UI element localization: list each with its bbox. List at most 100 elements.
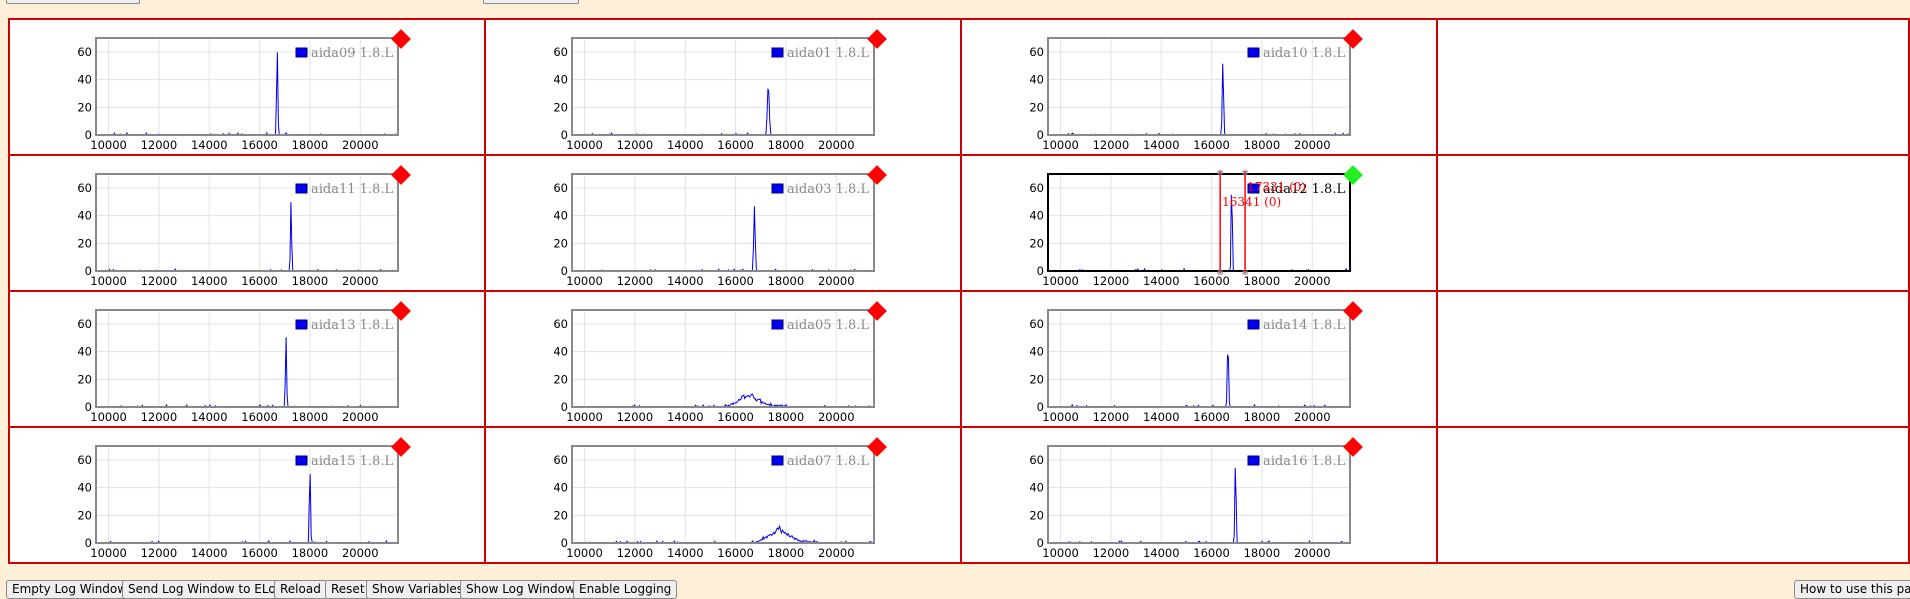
x-tick-label: 14000 <box>1143 138 1180 152</box>
plot-area <box>572 446 874 543</box>
x-tick-label: 20000 <box>342 274 379 288</box>
plot-frame <box>95 173 399 272</box>
spectrum-chart[interactable]: 10000 12000 14000 16000 18000 20000 0 20 40 60 aid… <box>962 292 1438 428</box>
cursor-marker-handle-bottom[interactable] <box>1242 270 1248 275</box>
x-tick-label: 12000 <box>1093 546 1130 560</box>
y-tick-label: 60 <box>553 317 568 331</box>
enable-logging-button[interactable]: Enable Logging <box>573 580 678 599</box>
x-tick-label: 10000 <box>566 410 603 424</box>
x-tick-label: 18000 <box>1244 274 1281 288</box>
x-tick-label: 12000 <box>617 138 654 152</box>
x-tick-label: 12000 <box>141 138 178 152</box>
spectrum-chart[interactable]: 10000 12000 14000 16000 18000 20000 0 20 40 60 aid… <box>486 156 962 292</box>
spectrum-chart[interactable]: 10000 12000 14000 16000 18000 20000 0 20 40 60 aid… <box>962 156 1438 292</box>
x-tick-label: 18000 <box>1244 138 1281 152</box>
spectrum-chart[interactable]: 10000 12000 14000 16000 18000 20000 0 20 40 60 aid… <box>962 428 1438 564</box>
x-tick-label: 14000 <box>667 274 704 288</box>
x-tick-label: 12000 <box>141 274 178 288</box>
send-log-to-elog-button[interactable]: Send Log Window to ELog <box>122 580 290 599</box>
y-tick-label: 0 <box>85 128 92 142</box>
legend-label: aida05 1.8.L <box>787 318 869 333</box>
spectrum-chart[interactable]: 10000 12000 14000 16000 18000 20000 0 20 40 60 aid… <box>486 20 962 156</box>
spectrum-chart[interactable]: 10000 12000 14000 16000 18000 20000 0 20 40 60 aid… <box>962 20 1438 156</box>
cursor-marker-handle-top[interactable] <box>1217 170 1223 175</box>
plot-area <box>96 446 398 543</box>
x-tick-label: 10000 <box>1042 138 1079 152</box>
x-tick-label: 20000 <box>818 138 855 152</box>
y-tick-label: 60 <box>77 181 92 195</box>
legend-swatch <box>295 455 308 466</box>
x-tick-label: 12000 <box>141 546 178 560</box>
x-tick-label: 20000 <box>1294 410 1331 424</box>
legend-label: aida12 1.8.L <box>1263 182 1345 197</box>
plot-area <box>1048 38 1350 135</box>
x-tick-label: 12000 <box>617 546 654 560</box>
x-tick-label: 10000 <box>90 274 127 288</box>
reset-button[interactable]: Reset <box>325 580 371 599</box>
x-tick-label: 18000 <box>768 410 805 424</box>
show-log-window-button[interactable]: Show Log Window <box>460 580 581 599</box>
cursor-marker-label: 16341 (0) <box>1222 195 1281 209</box>
x-tick-label: 12000 <box>141 410 178 424</box>
y-tick-label: 20 <box>77 508 92 522</box>
x-tick-label: 10000 <box>90 410 127 424</box>
x-tick-label: 12000 <box>1093 410 1130 424</box>
x-tick-label: 16000 <box>241 274 278 288</box>
help-button[interactable]: How to use this page <box>1794 580 1910 599</box>
legend-swatch <box>1247 183 1260 194</box>
x-tick-label: 16000 <box>1193 410 1230 424</box>
spectrum-chart[interactable]: 10000 12000 14000 16000 18000 20000 0 20 40 60 aid… <box>10 20 486 156</box>
legend-swatch <box>295 183 308 194</box>
spectrum-chart[interactable]: 10000 12000 14000 16000 18000 20000 0 20 40 60 aid… <box>486 292 962 428</box>
y-tick-label: 0 <box>85 400 92 414</box>
plot-frame <box>95 37 399 136</box>
legend-swatch <box>1247 319 1260 330</box>
x-tick-label: 18000 <box>292 410 329 424</box>
spectrum-chart[interactable]: 10000 12000 14000 16000 18000 20000 0 20 40 60 aid… <box>10 428 486 564</box>
legend-label: aida14 1.8.L <box>1263 318 1345 333</box>
spectrum-chart[interactable]: 10000 12000 14000 16000 18000 20000 0 20 40 60 aid… <box>486 428 962 564</box>
reload-button[interactable]: Reload <box>274 580 327 599</box>
x-tick-label: 16000 <box>1193 546 1230 560</box>
plot-frame <box>571 445 875 544</box>
x-tick-label: 16000 <box>717 546 754 560</box>
spectrum-chart[interactable]: 10000 12000 14000 16000 18000 20000 0 20 40 60 aid… <box>10 292 486 428</box>
spectrum-chart[interactable]: 10000 12000 14000 16000 18000 20000 0 20 40 60 aid… <box>10 156 486 292</box>
x-tick-label: 10000 <box>566 274 603 288</box>
plot-area <box>572 38 874 135</box>
empty-log-window-button[interactable]: Empty Log Window <box>6 580 134 599</box>
x-tick-label: 12000 <box>1093 274 1130 288</box>
spectrum-cell: 10000 12000 14000 16000 18000 20000 0 20 40 60 aid… <box>962 428 1438 564</box>
top-button-left[interactable] <box>6 0 140 4</box>
show-variables-button[interactable]: Show Variables <box>366 580 470 599</box>
y-tick-label: 0 <box>561 400 568 414</box>
y-tick-label: 0 <box>561 536 568 550</box>
y-tick-label: 20 <box>1029 236 1044 250</box>
x-tick-label: 16000 <box>1193 274 1230 288</box>
y-tick-label: 20 <box>553 508 568 522</box>
x-tick-label: 18000 <box>768 274 805 288</box>
top-button-right[interactable] <box>483 0 579 4</box>
legend-swatch <box>295 319 308 330</box>
y-tick-label: 60 <box>1029 181 1044 195</box>
x-tick-label: 16000 <box>241 410 278 424</box>
x-tick-label: 14000 <box>667 546 704 560</box>
x-tick-label: 14000 <box>1143 274 1180 288</box>
y-tick-label: 40 <box>1029 73 1044 87</box>
y-tick-label: 40 <box>1029 345 1044 359</box>
spectrum-cell <box>1438 292 1910 428</box>
x-tick-label: 14000 <box>667 410 704 424</box>
x-tick-label: 20000 <box>1294 546 1331 560</box>
y-tick-label: 40 <box>553 73 568 87</box>
x-tick-label: 16000 <box>241 546 278 560</box>
cursor-marker-handle-top[interactable] <box>1242 170 1248 175</box>
x-tick-label: 20000 <box>342 410 379 424</box>
x-tick-label: 16000 <box>717 274 754 288</box>
x-tick-label: 18000 <box>768 138 805 152</box>
cursor-marker-handle-bottom[interactable] <box>1217 270 1223 275</box>
y-tick-label: 60 <box>77 453 92 467</box>
plot-area <box>96 310 398 407</box>
legend-label: aida15 1.8.L <box>311 454 393 469</box>
legend-label: aida01 1.8.L <box>787 46 869 61</box>
x-tick-label: 14000 <box>191 410 228 424</box>
